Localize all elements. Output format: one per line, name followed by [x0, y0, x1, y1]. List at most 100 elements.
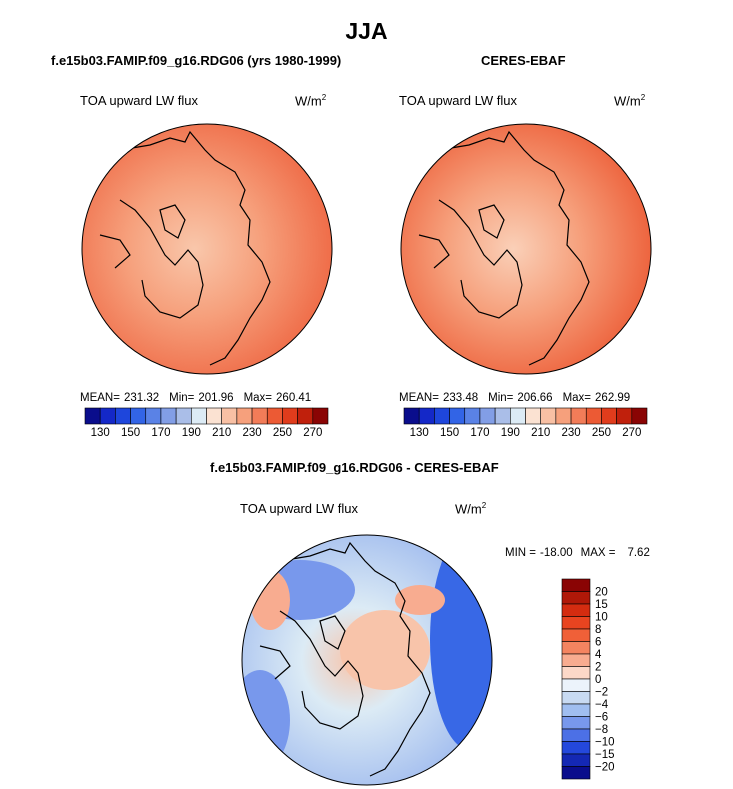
panel3-colorbar-tick-label: −2 [595, 687, 608, 699]
panel1-coastlines [99, 130, 271, 366]
panel2-colorbar-tick-label: 150 [440, 427, 459, 439]
panel2-colorbar-tick-label: 190 [501, 427, 520, 439]
panel2-colorbar-tick-label: 250 [592, 427, 611, 439]
panel2-colorbar-swatch [570, 407, 587, 425]
panel2-map [400, 123, 652, 375]
panel2-stats: MEAN= 233.48 Min= 206.66 Max= 262.99 [399, 392, 630, 404]
panel3-colorbar-tick-label: 10 [595, 612, 608, 624]
panel1-map [81, 123, 333, 375]
panel2-colorbar-swatch [479, 407, 496, 425]
panel2-colorbar-tick-label: 230 [561, 427, 580, 439]
panel3-colorbar-tick-label: −4 [595, 699, 609, 711]
panel3-colorbar-tick-label: 8 [595, 624, 601, 636]
panel3-colorbar-swatch [561, 728, 591, 742]
panel1-colorbar-tick-label: 210 [212, 427, 231, 439]
panel3-colorbar-tick-label: −20 [595, 762, 615, 774]
panel3-variable-label: TOA upward LW flux [240, 501, 359, 516]
panel2-colorbar: 130 150 170 190 210 230 250 270 [403, 407, 648, 439]
panel3-colorbar-swatch [561, 578, 591, 592]
panel3-colorbar-tick-label: −8 [595, 724, 608, 736]
panel2-colorbar-swatch [601, 407, 617, 425]
panel3-stats: MIN = -18.00 MAX = 7.62 [505, 547, 650, 559]
panel2-coastlines [418, 130, 590, 366]
panel3-colorbar-swatch [561, 703, 591, 717]
panel1-colorbar-swatch [160, 407, 177, 425]
panel1-colorbar-swatch [115, 407, 131, 425]
panel2-units: W/m2 [614, 93, 646, 109]
panel2-map-field [401, 124, 651, 374]
panel2-colorbar-tick-label: 270 [622, 427, 641, 439]
panel3-map [241, 534, 493, 786]
panel1-colorbar-swatch [130, 407, 147, 425]
panel3-colorbar-tick-label: 6 [595, 637, 601, 649]
panel2-colorbar-swatch [464, 407, 481, 425]
panel3-colorbar-swatch [561, 691, 591, 705]
panel1-colorbar-swatch [251, 407, 268, 425]
panel1-title: f.e15b03.FAMIP.f09_g16.RDG06 (yrs 1980-1… [51, 53, 342, 68]
panel1-colorbar-swatch [312, 407, 329, 425]
panel3-colorbar-swatch [561, 666, 591, 680]
panel2-colorbar-tick-label: 210 [531, 427, 550, 439]
panel3-colorbar-tick-label: 0 [595, 674, 601, 686]
panel1-colorbar-tick-label: 270 [303, 427, 322, 439]
panel1-units: W/m2 [295, 93, 327, 109]
panel2-colorbar-swatch [525, 407, 541, 425]
panel1-colorbar-swatch [282, 407, 298, 425]
panel3-colorbar-swatch [561, 766, 591, 780]
panel2-colorbar-swatch [418, 407, 435, 425]
panel3-colorbar-tick-label: −6 [595, 712, 608, 724]
panel3-colorbar-tick-label: 2 [595, 662, 601, 674]
panel1-colorbar-tick-label: 130 [91, 427, 110, 439]
panel3-colorbar-swatch [561, 603, 591, 617]
panel1-stats: MEAN= 231.32 Min= 201.96 Max= 260.41 [80, 392, 311, 404]
panel2-colorbar-tick-label: 130 [410, 427, 429, 439]
panel1-colorbar-tick-label: 250 [273, 427, 292, 439]
panel3-units: W/m2 [455, 501, 487, 517]
panel3-colorbar-swatch [561, 716, 591, 730]
panel1-colorbar-swatch [297, 407, 314, 425]
panel2-colorbar-swatch [494, 407, 511, 425]
panel3-colorbar-swatch [561, 678, 591, 692]
panel1-colorbar: 130 150 170 190 210 230 250 270 [84, 407, 329, 439]
panel3-colorbar-tick-label: 20 [595, 587, 608, 599]
panel2-colorbar-swatch [449, 407, 466, 425]
panel1-colorbar-swatch [236, 407, 253, 425]
figure-title: JJA [345, 18, 388, 44]
panel3-colorbar-swatch [561, 616, 591, 630]
panel2-colorbar-swatch [510, 407, 526, 425]
panel1-colorbar-swatch [84, 407, 101, 425]
panel2-colorbar-swatch [403, 407, 420, 425]
panel2-colorbar-swatch [434, 407, 450, 425]
panel2-colorbar-swatch [540, 407, 557, 425]
panel3-colorbar-swatch [561, 653, 591, 667]
panel3-colorbar-tick-label: 15 [595, 599, 608, 611]
panel3-colorbar-tick-label: −15 [595, 749, 615, 761]
panel1-colorbar-tick-label: 230 [242, 427, 261, 439]
panel3-colorbar-swatch [561, 591, 591, 605]
panel2-colorbar-swatch [585, 407, 602, 425]
panel3-title: f.e15b03.FAMIP.f09_g16.RDG06 - CERES-EBA… [210, 460, 499, 475]
panel2-colorbar-tick-label: 170 [470, 427, 489, 439]
panel1-colorbar-swatch [145, 407, 162, 425]
panel1-colorbar-swatch [221, 407, 238, 425]
panel2-colorbar-swatch [616, 407, 633, 425]
panel3-coastlines [259, 541, 431, 777]
panel1-colorbar-tick-label: 190 [182, 427, 201, 439]
panel1-colorbar-swatch [266, 407, 283, 425]
panel1-colorbar-swatch [175, 407, 192, 425]
panel3-colorbar-tick-label: 4 [595, 649, 602, 661]
panel2-colorbar-swatch [555, 407, 572, 425]
panel1-colorbar-swatch [191, 407, 207, 425]
panel2-colorbar-swatch [631, 407, 648, 425]
panel3-colorbar-swatch [561, 641, 591, 655]
panel2-variable-label: TOA upward LW flux [399, 93, 518, 108]
panel3-colorbar-swatch [561, 628, 591, 642]
panel3-colorbar-swatch [561, 741, 591, 755]
panel1-variable-label: TOA upward LW flux [80, 93, 199, 108]
panel3-colorbar-tick-label: −10 [595, 737, 615, 749]
panel1-colorbar-swatch [99, 407, 116, 425]
panel1-colorbar-swatch [206, 407, 222, 425]
panel1-colorbar-tick-label: 150 [121, 427, 140, 439]
